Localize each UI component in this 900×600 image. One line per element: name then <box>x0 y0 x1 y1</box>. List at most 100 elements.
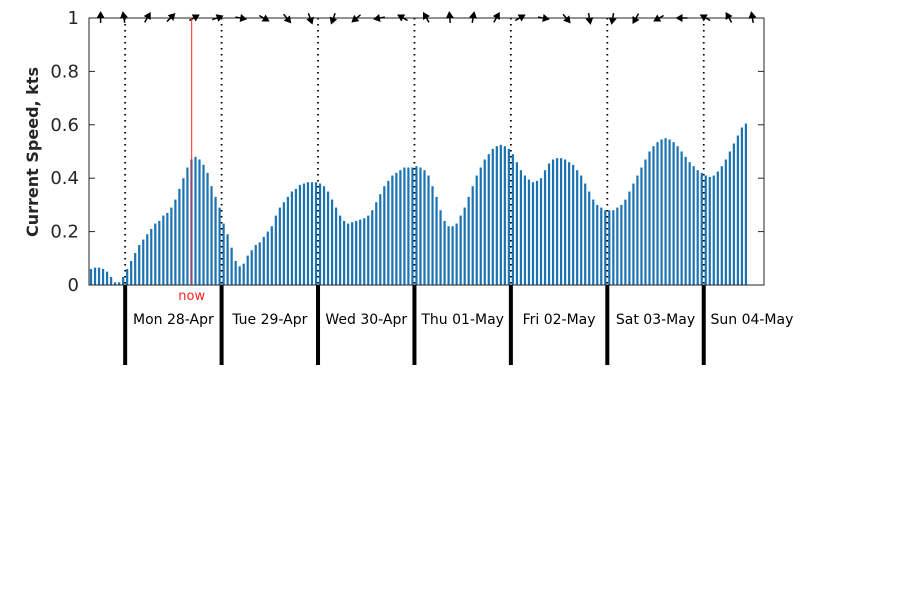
bar <box>564 159 567 285</box>
bar <box>660 139 663 285</box>
direction-arrow <box>188 14 200 22</box>
bar <box>503 146 506 285</box>
bar <box>600 207 603 285</box>
bar <box>298 184 302 286</box>
bar <box>519 170 523 285</box>
bar <box>572 164 575 285</box>
day-label: Tue 29-Apr <box>231 312 307 328</box>
bar <box>286 196 289 285</box>
arrow-head <box>608 17 617 25</box>
day-label: Thu 01-May <box>420 312 504 328</box>
arrow-head <box>653 14 662 22</box>
bar <box>676 146 679 285</box>
bar <box>620 204 623 285</box>
bar <box>326 191 330 285</box>
bar <box>178 188 181 285</box>
arrow-head <box>517 14 526 22</box>
arrow-head <box>119 11 128 19</box>
bar <box>306 182 310 285</box>
bar <box>379 194 382 285</box>
bar <box>262 236 265 285</box>
arrow-head <box>329 16 338 25</box>
arrow-head <box>445 11 454 19</box>
bar <box>158 220 161 285</box>
arrow-head <box>563 15 571 24</box>
bar <box>712 175 715 285</box>
bar <box>399 170 402 285</box>
arrow-head <box>239 14 248 22</box>
arrow-head <box>542 14 550 22</box>
bar <box>105 271 109 285</box>
direction-arrow <box>514 14 526 22</box>
bar <box>282 202 285 285</box>
bar <box>182 178 185 285</box>
direction-arrow <box>235 14 248 22</box>
bar <box>547 163 551 285</box>
bar <box>435 196 438 285</box>
bar <box>463 207 466 285</box>
bar <box>411 167 414 285</box>
bar <box>720 166 723 285</box>
y-axis-label: Current Speed, kts <box>23 67 42 237</box>
bar <box>744 123 748 285</box>
bar <box>154 223 157 285</box>
bar <box>644 159 647 285</box>
bar <box>391 175 394 285</box>
bar <box>700 172 703 285</box>
bar <box>692 166 695 285</box>
bar <box>708 176 711 285</box>
direction-arrow <box>166 13 176 23</box>
bar <box>491 148 494 285</box>
bar <box>467 196 470 285</box>
bar <box>266 231 269 285</box>
arrow-head <box>585 17 594 25</box>
bar <box>162 215 165 285</box>
arrow-head <box>283 15 292 24</box>
arrow-head <box>699 14 708 22</box>
bar <box>471 186 474 285</box>
bar <box>278 207 281 285</box>
direction-arrow <box>492 11 500 23</box>
bar <box>736 135 739 285</box>
bar <box>688 162 691 285</box>
bar <box>395 172 398 285</box>
day-label: Wed 30-Apr <box>325 312 407 328</box>
bar <box>334 207 338 285</box>
bar <box>580 175 583 285</box>
bar <box>126 268 129 285</box>
bar <box>423 170 426 285</box>
bar <box>515 162 519 285</box>
bar <box>415 166 418 285</box>
bar <box>584 183 587 285</box>
bar <box>628 191 631 285</box>
bar <box>511 154 514 285</box>
bar <box>559 158 563 285</box>
bar <box>351 222 354 285</box>
y-tick-label: 0 <box>68 275 79 296</box>
bar <box>403 167 406 285</box>
arrow-head <box>306 16 314 25</box>
direction-arrow <box>373 14 385 22</box>
day-label: Sat 03-May <box>616 312 695 328</box>
arrow-head <box>675 14 683 22</box>
y-tick-label: 0.8 <box>50 61 79 82</box>
direction-arrow <box>397 14 408 22</box>
bar <box>551 159 555 285</box>
bar <box>97 267 101 285</box>
bar <box>439 210 442 285</box>
now-marker: now <box>178 18 205 304</box>
bar <box>310 182 314 285</box>
bar <box>648 151 651 285</box>
bar <box>523 175 527 285</box>
y-axis-ticks: 0 0.2 0.4 0.6 0.8 1 <box>50 8 764 296</box>
bar <box>254 244 257 285</box>
bar <box>138 244 141 285</box>
arrow-head <box>167 13 176 21</box>
bar <box>535 180 539 285</box>
bar <box>451 226 454 285</box>
direction-arrow <box>143 11 151 23</box>
bar <box>499 144 502 285</box>
bar <box>242 263 245 285</box>
bar <box>636 175 639 285</box>
